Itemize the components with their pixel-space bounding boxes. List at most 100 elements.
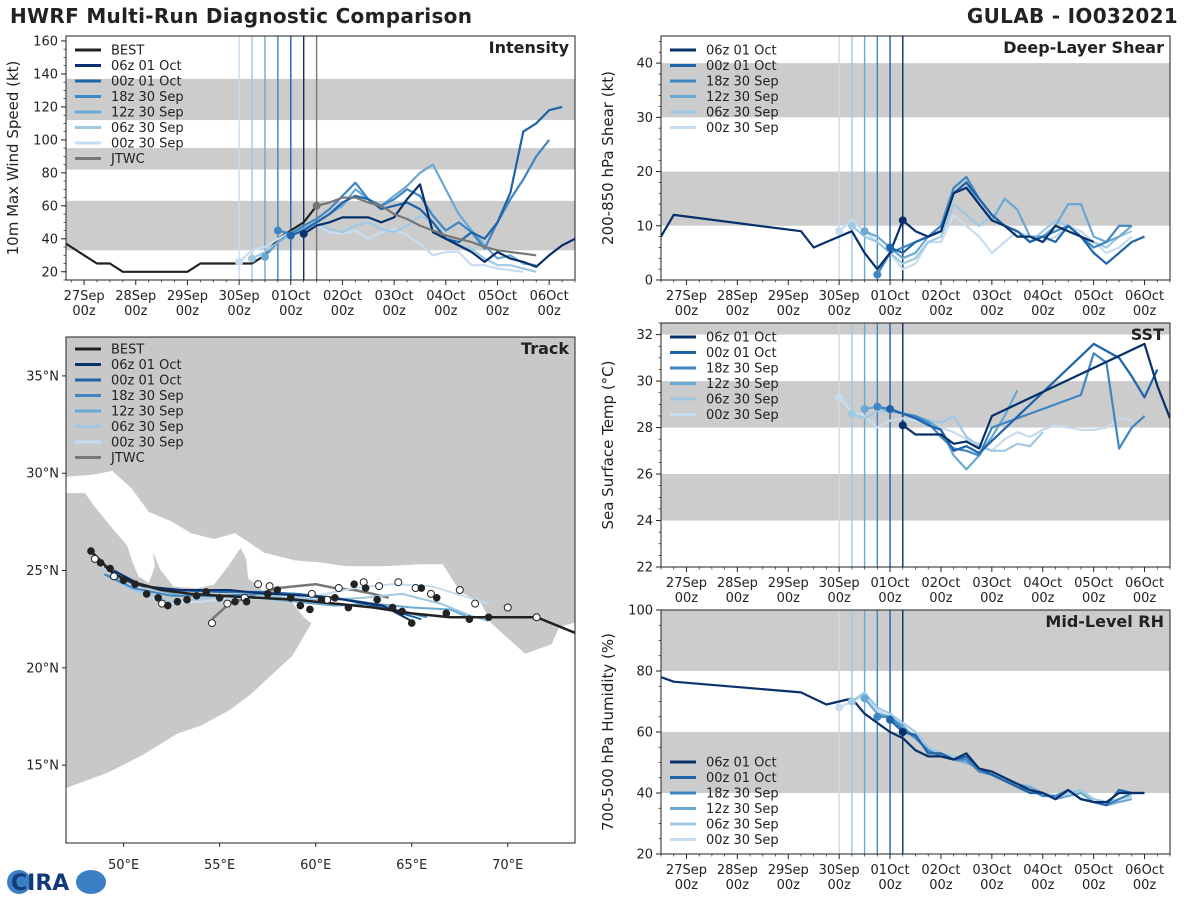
x-tick-label: 65°E <box>396 858 427 873</box>
series-line-00z-01-oct <box>290 105 563 244</box>
legend-label-18z-30-sep: 18z 30 Sep <box>706 787 779 802</box>
x-tick-label-date: 04Oct <box>1023 863 1062 878</box>
figure-title-right: GULAB - IO032021 <box>966 4 1178 28</box>
x-tick-label-date: 06Oct <box>1125 863 1164 878</box>
plot-area <box>66 36 575 280</box>
y-tick-label: 24 <box>636 514 653 529</box>
legend-label-06z-30-sep: 06z 30 Sep <box>706 106 779 121</box>
track-marker-best <box>484 613 493 622</box>
track-marker-open <box>207 619 216 628</box>
y-axis-label: 10m Max Wind Speed (kt) <box>4 61 22 256</box>
legend-label-12z-30-sep: 12z 30 Sep <box>706 90 779 105</box>
legend-label-best: BEST <box>111 343 144 358</box>
init-marker-06z-01-oct <box>898 728 907 736</box>
y-tick-label: 20 <box>41 265 58 280</box>
init-marker-18z-30-sep <box>873 402 882 411</box>
x-tick-label-hour: 00z <box>1082 878 1106 893</box>
init-marker-00z-30-sep <box>835 703 844 712</box>
track-marker-open <box>307 589 316 598</box>
x-tick-label-date: 30Sep <box>819 863 860 878</box>
init-marker-00z-30-sep <box>235 257 244 266</box>
panel-rh: 2040608010027Sep00z28Sep00z29Sep00z30Sep… <box>599 604 1171 893</box>
track-marker-open <box>394 578 403 587</box>
land-mass <box>66 337 575 655</box>
legend-label-jtwc: JTWC <box>110 152 145 167</box>
x-tick-label-date: 02Oct <box>921 576 960 591</box>
x-tick-label-hour: 00z <box>1082 304 1106 319</box>
track-marker-best <box>350 580 358 588</box>
track-line-12z-30-sep <box>104 573 474 621</box>
y-tick-label: 40 <box>41 232 58 247</box>
series-line-12z-30-sep <box>864 181 1133 260</box>
legend-label-12z-30-sep: 12z 30 Sep <box>111 106 184 121</box>
x-tick-label-hour: 00z <box>72 304 96 319</box>
legend-label-06z-30-sep: 06z 30 Sep <box>706 818 779 833</box>
track-marker-best <box>202 588 211 596</box>
y-tick-label: 10 <box>636 219 653 234</box>
y-tick-label: 140 <box>33 67 58 82</box>
track-marker-best <box>242 597 251 606</box>
track-marker-open <box>532 613 541 622</box>
track-marker-best <box>373 595 381 604</box>
x-tick-label-date: 27Sep <box>666 289 707 304</box>
legend-label-18z-30-sep: 18z 30 Sep <box>111 90 184 105</box>
legend-label-00z-01-oct: 00z 01 Oct <box>706 346 777 361</box>
y-tick-label: 35°N <box>26 369 59 384</box>
axes-frame <box>65 35 576 281</box>
x-tick-label-date: 30Sep <box>819 576 860 591</box>
cira-logo: CIRA <box>7 870 106 896</box>
x-tick-label: 55°E <box>204 858 235 873</box>
x-tick-label-date: 03Oct <box>972 863 1011 878</box>
logo-satellite-icon <box>76 870 106 894</box>
init-marker-12z-30-sep <box>860 694 869 703</box>
track-marker-best <box>183 595 191 604</box>
plot-area <box>661 36 1170 280</box>
series-line-06z-01-oct <box>661 186 1095 271</box>
shaded-band <box>661 732 1170 793</box>
init-marker-06z-01-oct <box>299 229 308 238</box>
x-tick-label: 70°E <box>492 858 523 873</box>
panel-title: SST <box>1131 325 1164 344</box>
x-tick-label-hour: 00z <box>1031 304 1055 319</box>
shaded-band <box>661 63 1170 118</box>
legend-label-jtwc: JTWC <box>110 451 145 466</box>
x-tick-label-hour: 00z <box>980 878 1004 893</box>
x-tick-label-date: 29Sep <box>768 289 809 304</box>
logo-text: CIRA <box>11 871 69 896</box>
init-marker-00z-01-oct <box>886 243 895 252</box>
x-tick-label-date: 28Sep <box>717 289 758 304</box>
x-tick-label-date: 27Sep <box>666 863 707 878</box>
x-tick-label-date: 06Oct <box>1125 289 1164 304</box>
panel-title: Mid-Level RH <box>1045 612 1164 631</box>
init-marker-00z-01-oct <box>886 404 895 413</box>
x-tick-label-date: 04Oct <box>1023 289 1062 304</box>
y-axis-label: 700-500 hPa Humidity (%) <box>599 633 617 831</box>
x-tick-label-date: 05Oct <box>1074 576 1113 591</box>
init-marker-06z-30-sep <box>847 697 856 706</box>
x-tick-label-hour: 00z <box>227 304 251 319</box>
init-marker-12z-30-sep <box>260 252 269 261</box>
legend-label-12z-30-sep: 12z 30 Sep <box>111 405 184 420</box>
track-marker-best <box>361 584 370 592</box>
y-tick-label: 25°N <box>26 564 59 579</box>
x-tick-label-date: 03Oct <box>375 289 414 304</box>
track-marker-best <box>331 593 339 602</box>
x-tick-label-date: 02Oct <box>323 289 362 304</box>
x-tick-label-date: 28Sep <box>717 863 758 878</box>
track-line-06z-30-sep <box>107 575 489 623</box>
y-tick-label: 0 <box>645 274 653 289</box>
track-marker-best <box>192 592 201 600</box>
x-tick-label-hour: 00z <box>827 878 851 893</box>
track-marker-open <box>223 599 232 608</box>
x-tick-label-date: 27Sep <box>64 289 105 304</box>
legend-label-18z-30-sep: 18z 30 Sep <box>111 389 184 404</box>
track-marker-best <box>273 586 282 594</box>
panel-title: Intensity <box>489 38 570 57</box>
y-tick-label: 120 <box>33 100 58 115</box>
track-marker-best <box>142 590 151 598</box>
track-marker-open <box>265 582 274 591</box>
init-marker-18z-30-sep <box>273 226 282 235</box>
track-marker-best <box>96 558 105 567</box>
legend-label-06z-01-oct: 06z 01 Oct <box>706 44 777 59</box>
y-axis-label: 200-850 hPa Shear (kt) <box>599 71 617 245</box>
